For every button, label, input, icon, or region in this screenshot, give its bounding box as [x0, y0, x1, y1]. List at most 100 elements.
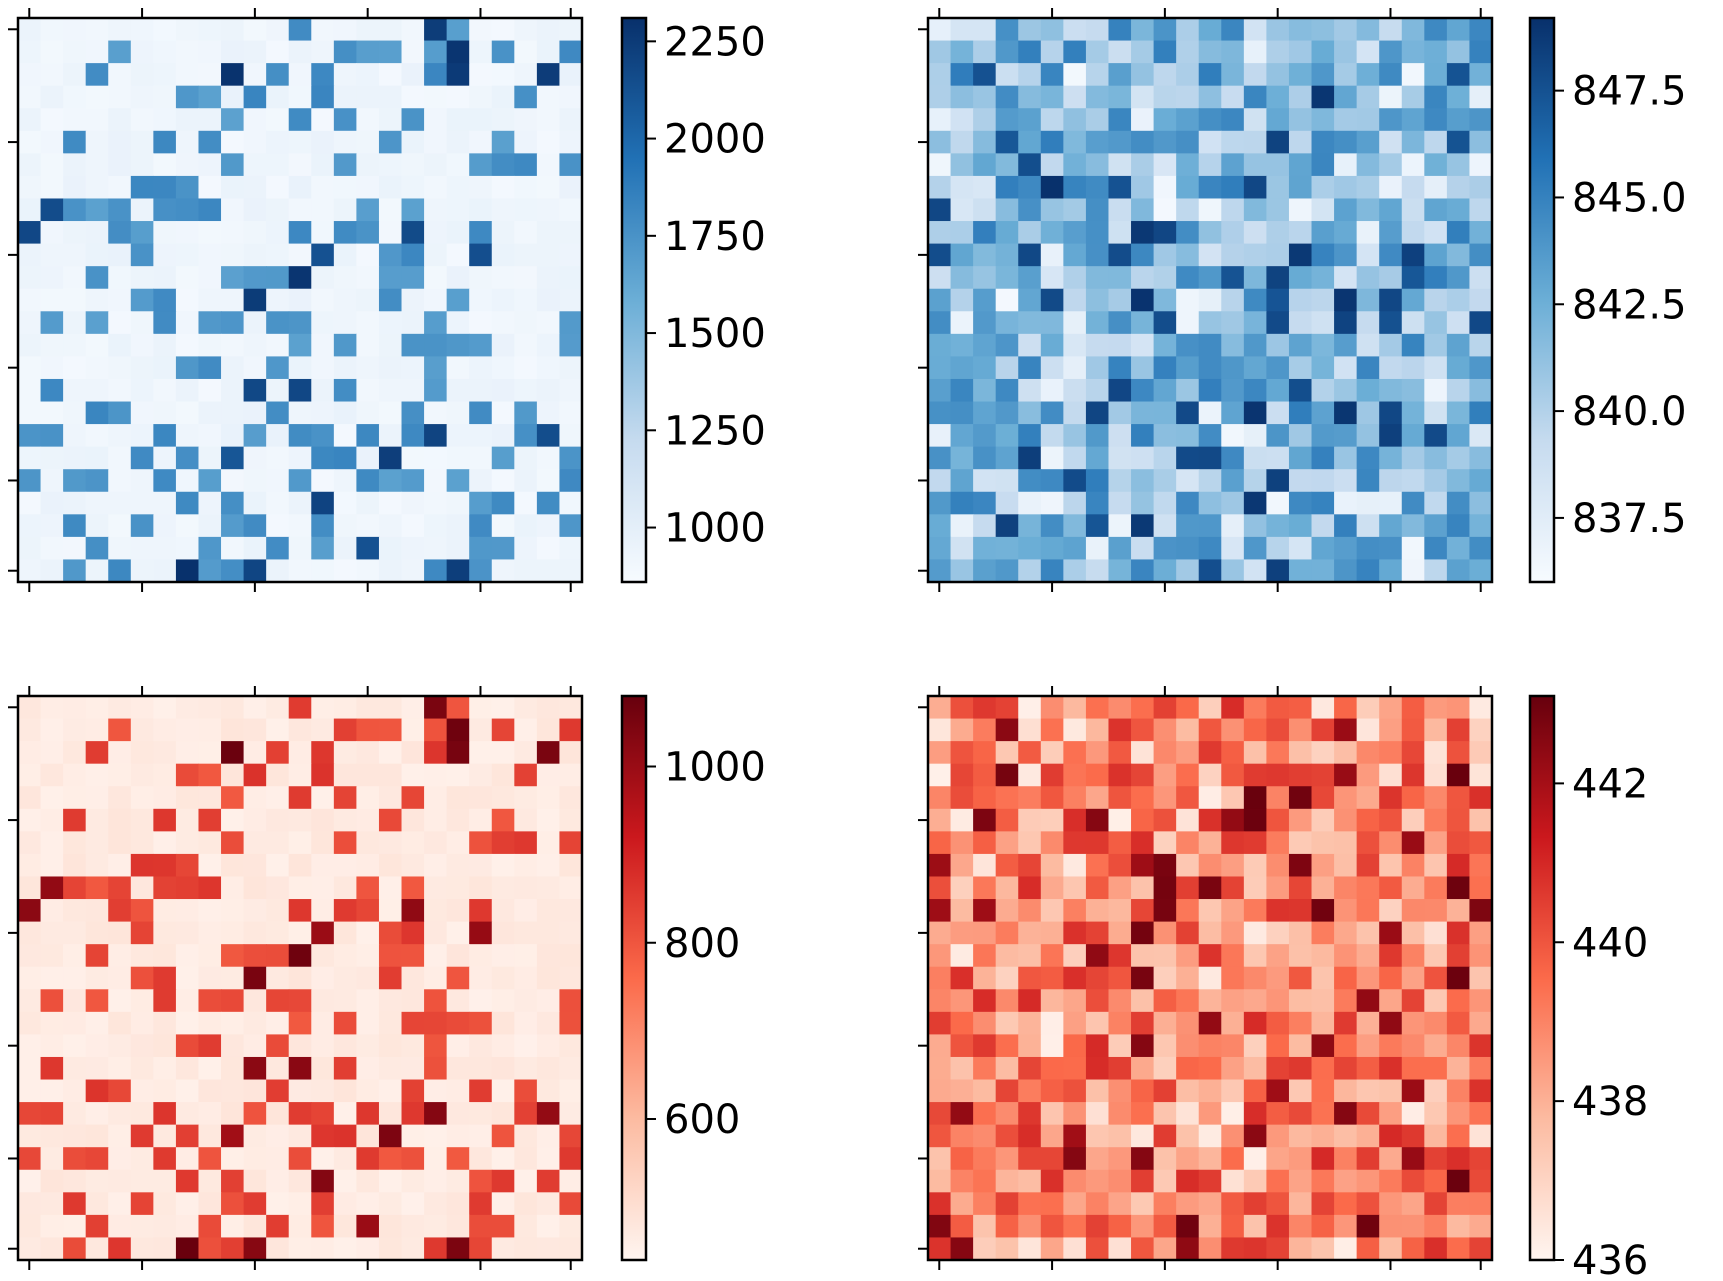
heatmap-cell [1356, 853, 1380, 878]
heatmap-cell [1243, 198, 1267, 222]
heatmap-cell [1040, 559, 1064, 583]
heatmap-cell [1153, 63, 1177, 87]
heatmap-cell [469, 559, 493, 583]
heatmap-cell [424, 198, 448, 222]
heatmap-cell [973, 831, 997, 855]
heatmap-cell [1221, 696, 1245, 720]
heatmap-cell [1040, 85, 1064, 109]
heatmap-cell [469, 333, 493, 357]
heatmap-cell [446, 831, 470, 855]
heatmap-cell [559, 288, 583, 312]
heatmap-cell [266, 718, 290, 742]
heatmap-cell [333, 153, 357, 177]
heatmap-cell [995, 378, 1019, 403]
heatmap-cell [1424, 356, 1448, 380]
colorbar [622, 696, 646, 1260]
heatmap-cell [469, 198, 493, 222]
heatmap-cell [401, 198, 425, 222]
heatmap-cell [1221, 1079, 1245, 1103]
heatmap-cell [1243, 876, 1267, 900]
heatmap-cell [130, 696, 154, 720]
heatmap-cell [928, 130, 952, 154]
heatmap-cell [1085, 741, 1110, 765]
heatmap-cell [1243, 763, 1267, 787]
heatmap-cell [928, 989, 952, 1013]
heatmap-cell [153, 469, 177, 493]
heatmap-cell [311, 1214, 335, 1239]
heatmap-cell [536, 1214, 561, 1239]
heatmap-cell [198, 266, 222, 290]
heatmap-cell [401, 1102, 425, 1126]
heatmap-cell [288, 559, 312, 583]
heatmap-cell [1063, 85, 1087, 109]
heatmap-cell [175, 808, 200, 832]
heatmap-cell [153, 696, 177, 720]
heatmap-cell [401, 85, 425, 109]
heatmap-cell [1131, 944, 1155, 968]
heatmap-cell [288, 221, 312, 245]
heatmap-cell [130, 1011, 154, 1035]
heatmap-cell [1311, 899, 1335, 923]
heatmap-cell [559, 808, 583, 832]
heatmap-cell [108, 1034, 132, 1058]
heatmap-cell [18, 1011, 42, 1035]
heatmap-cell [153, 1079, 177, 1103]
heatmap-cell [40, 786, 64, 810]
heatmap-cell [63, 1169, 87, 1193]
heatmap-cell [1176, 559, 1200, 583]
heatmap-cell [469, 1056, 493, 1081]
heatmap-cell [108, 18, 132, 42]
heatmap-cell [1243, 491, 1267, 515]
heatmap-cell [63, 130, 87, 154]
heatmap-cell [1221, 356, 1245, 380]
heatmap-cell [446, 63, 470, 87]
heatmap-cell [928, 378, 952, 403]
heatmap-cell [198, 198, 222, 222]
heatmap-cell [1266, 424, 1290, 448]
heatmap-cell [288, 1169, 312, 1193]
heatmap-cell [424, 175, 448, 200]
heatmap-cell [1401, 831, 1425, 855]
heatmap-cell [311, 243, 335, 267]
heatmap-cell [928, 786, 952, 810]
heatmap-cell [1446, 333, 1471, 357]
heatmap-cell [1063, 536, 1087, 561]
heatmap-cell [1221, 1102, 1245, 1126]
heatmap-cell [973, 446, 997, 470]
heatmap-cell [130, 108, 154, 132]
heatmap-cell [1266, 221, 1290, 245]
heatmap-cell [1018, 108, 1042, 132]
heatmap-cell [63, 401, 87, 425]
heatmap-cell [378, 401, 403, 425]
heatmap-cell [221, 741, 245, 765]
heatmap-cell [1040, 808, 1064, 832]
heatmap-cell [401, 1147, 425, 1171]
heatmap-cell [198, 311, 222, 335]
heatmap-cell [1401, 1147, 1425, 1171]
heatmap-cell [1153, 491, 1177, 515]
heatmap-cell [1288, 536, 1313, 561]
heatmap-cell [995, 536, 1019, 561]
heatmap-cell [198, 966, 222, 990]
heatmap-cell [1040, 514, 1064, 538]
heatmap-cell [401, 808, 425, 832]
heatmap-cell [18, 899, 42, 923]
heatmap-cell [40, 288, 64, 312]
heatmap-cell [1198, 831, 1222, 855]
heatmap-cell [356, 921, 380, 945]
heatmap-cell [1018, 831, 1042, 855]
heatmap-cell [266, 198, 290, 222]
heatmap-cell [288, 1079, 312, 1103]
heatmap-cell [1221, 966, 1245, 990]
heatmap-cell [995, 831, 1019, 855]
heatmap-cell [1221, 266, 1245, 290]
heatmap-cell [288, 1034, 312, 1058]
heatmap-cell [469, 18, 493, 42]
heatmap-cell [1401, 536, 1425, 561]
heatmap-cell [1288, 378, 1313, 403]
heatmap-cell [973, 333, 997, 357]
heatmap-cell [108, 130, 132, 154]
heatmap-cell [1018, 491, 1042, 515]
heatmap-cell [1243, 899, 1267, 923]
heatmap-cell [130, 1237, 154, 1261]
